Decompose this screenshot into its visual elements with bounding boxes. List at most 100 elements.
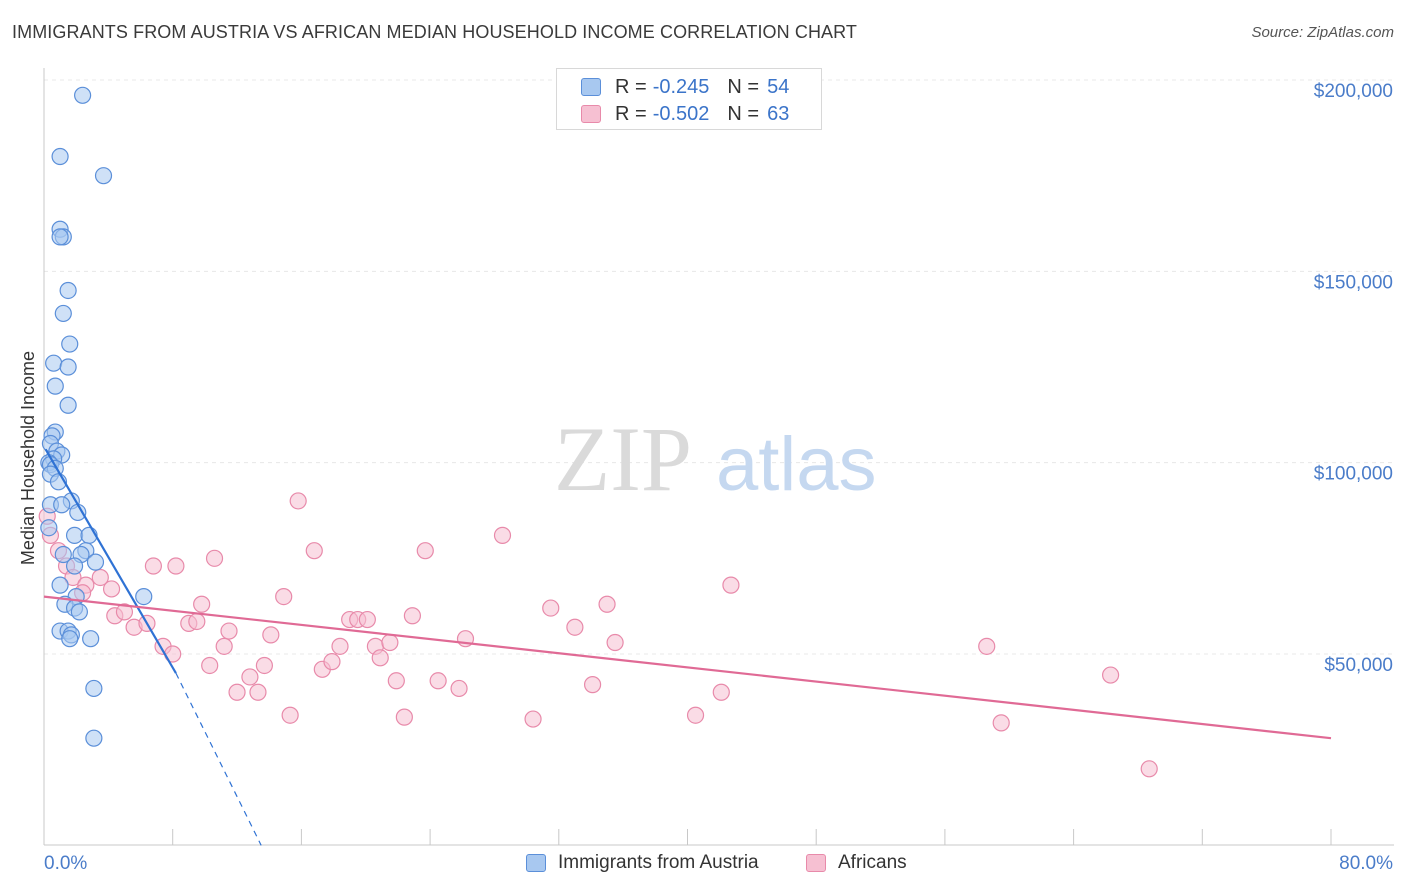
- austria-r-value: -0.245: [652, 75, 710, 98]
- africans-point-44: [403, 607, 422, 625]
- africans-point-40: [371, 649, 389, 667]
- austria-point-11: [46, 377, 64, 395]
- africans-point-62: [1140, 760, 1158, 778]
- austria-point-5: [51, 228, 69, 246]
- africans-point-56: [686, 706, 705, 724]
- africans-point-41: [381, 633, 399, 652]
- africans-point-50: [524, 710, 542, 728]
- africans-point-20: [193, 595, 211, 613]
- africans-point-32: [305, 542, 323, 560]
- africans-point-27: [255, 656, 273, 675]
- austria-legend-swatch: [526, 854, 546, 872]
- africans-point-47: [450, 679, 468, 698]
- series-legend: Immigrants from Austria Africans: [0, 852, 1406, 876]
- austria-point-29: [65, 526, 84, 544]
- africans-point-58: [722, 576, 740, 594]
- africans-point-14: [167, 557, 185, 575]
- austria-point-47: [85, 679, 103, 698]
- africans-point-55: [606, 633, 624, 652]
- africans-legend-swatch: [806, 854, 826, 872]
- austria-point-1: [51, 147, 69, 166]
- austria-point-10: [59, 358, 77, 376]
- africans-point-6: [91, 568, 109, 587]
- africans-point-22: [215, 637, 233, 655]
- africans-point-57: [712, 683, 730, 701]
- africans-point-15: [205, 549, 224, 567]
- x-tick-labels: 0.0% 80.0%: [44, 853, 1393, 874]
- africans-r-label: R =: [615, 102, 647, 125]
- austria-point-35: [65, 557, 84, 575]
- legend-row-africans: R = -0.502 N = 63: [581, 102, 789, 126]
- austria-point-32: [54, 545, 72, 564]
- trend-lines: [43, 448, 1332, 846]
- africans-point-34: [323, 653, 341, 671]
- africans-point-13: [144, 557, 162, 575]
- austria-point-2: [94, 167, 113, 185]
- africans-point-30: [281, 706, 299, 724]
- africans-point-28: [262, 626, 280, 644]
- austria-legend-label: Immigrants from Austria: [558, 852, 759, 873]
- africans-point-24: [228, 683, 246, 701]
- austria-point-26: [53, 496, 71, 514]
- africans-point-45: [416, 542, 434, 560]
- africans-point-51: [542, 599, 560, 617]
- legend-item-austria[interactable]: Immigrants from Austria: [526, 852, 759, 874]
- africans-points: [38, 492, 1158, 778]
- austria-point-38: [135, 587, 153, 606]
- africans-point-31: [289, 492, 307, 510]
- austria-point-41: [70, 603, 88, 621]
- y-axis-label: Median Household Income: [18, 351, 38, 565]
- austria-point-9: [45, 354, 63, 372]
- africans-point-59: [978, 637, 996, 655]
- watermark-atlas: atlas: [716, 422, 877, 507]
- africans-swatch: [581, 105, 601, 123]
- x-tick-label-1: 80.0%: [1339, 853, 1393, 874]
- africans-point-42: [387, 672, 405, 690]
- africans-point-49: [493, 526, 512, 544]
- austria-point-6: [59, 281, 77, 300]
- austria-point-34: [86, 553, 105, 571]
- austria-point-36: [51, 576, 69, 594]
- austria-points: [40, 86, 153, 747]
- austria-point-7: [54, 304, 72, 323]
- africans-point-46: [429, 672, 447, 690]
- gridlines: [44, 79, 1394, 655]
- austria-point-45: [61, 630, 79, 648]
- y-tick-label-0: $50,000: [1324, 655, 1393, 676]
- africans-point-21: [201, 656, 219, 675]
- austria-swatch: [581, 78, 601, 96]
- austria-point-0: [74, 86, 92, 104]
- africans-n-value: 63: [767, 102, 790, 125]
- austria-trend-extension: [175, 672, 262, 846]
- africans-point-25: [241, 668, 259, 686]
- africans-point-35: [331, 637, 349, 655]
- watermark-zip: ZIP: [554, 408, 692, 510]
- y-tick-label-3: $200,000: [1314, 81, 1393, 102]
- africans-point-53: [583, 676, 602, 694]
- africans-point-38: [358, 610, 376, 629]
- africans-point-10: [115, 603, 134, 621]
- austria-point-46: [82, 630, 100, 648]
- africans-point-29: [275, 587, 293, 606]
- africans-point-26: [249, 683, 267, 701]
- africans-n-label: N =: [727, 102, 760, 125]
- africans-point-43: [395, 708, 413, 726]
- africans-point-52: [566, 618, 584, 636]
- africans-point-61: [1102, 666, 1120, 684]
- austria-point-12: [59, 396, 77, 414]
- y-tick-labels: $50,000 $100,000 $150,000 $200,000: [1314, 81, 1393, 676]
- africans-point-54: [598, 595, 616, 613]
- chart-title: IMMIGRANTS FROM AUSTRIA VS AFRICAN MEDIA…: [12, 22, 858, 42]
- africans-point-7: [102, 580, 121, 598]
- austria-point-28: [40, 519, 58, 537]
- austria-n-value: 54: [767, 75, 790, 98]
- source-label: Source: ZipAtlas.com: [1251, 24, 1394, 41]
- africans-trend-line: [43, 595, 1332, 740]
- legend-item-africans[interactable]: Africans: [806, 852, 907, 874]
- correlation-legend: R = -0.245 N = 54 R = -0.502 N = 63: [556, 68, 822, 130]
- x-tick-label-0: 0.0%: [44, 853, 87, 874]
- legend-row-austria: R = -0.245 N = 54: [581, 75, 789, 99]
- austria-trend-line: [44, 448, 177, 674]
- austria-n-label: N =: [727, 75, 760, 98]
